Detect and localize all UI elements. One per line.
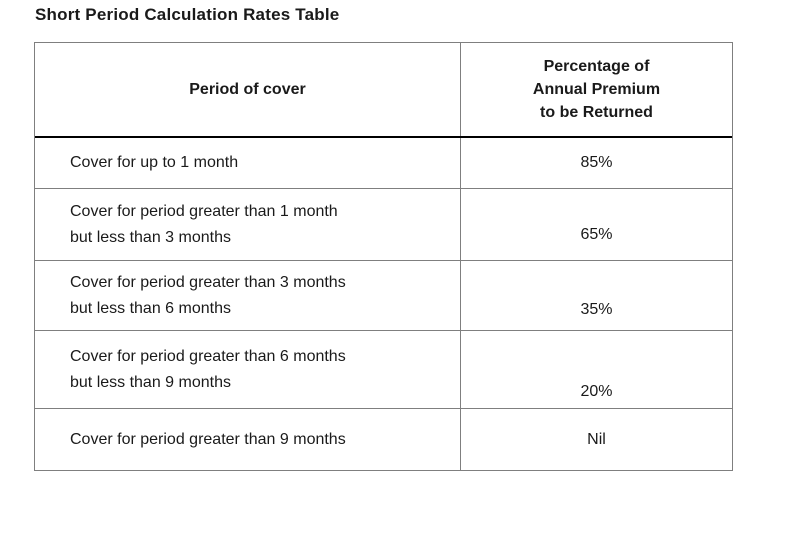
period-of-cover-cell: Cover for period greater than 6 months b…: [35, 331, 461, 408]
percentage-returned-cell: 65%: [580, 226, 613, 243]
table-header-row: Period of cover Percentage of Annual Pre…: [35, 43, 732, 138]
period-of-cover-cell: Cover for up to 1 month: [35, 138, 461, 188]
table-row: Cover for period greater than 3 months b…: [35, 261, 732, 331]
percentage-returned-cell: 20%: [580, 383, 613, 400]
period-of-cover-cell: Cover for period greater than 3 months b…: [35, 261, 461, 330]
table-row: Cover for period greater than 9 months N…: [35, 409, 732, 470]
percentage-returned-cell: Nil: [587, 430, 606, 448]
column-header-period-of-cover: Period of cover: [35, 43, 461, 136]
period-of-cover-cell: Cover for period greater than 1 month bu…: [35, 189, 461, 260]
page-title: Short Period Calculation Rates Table: [35, 5, 340, 24]
column-header-percentage-returned: Percentage of Annual Premium to be Retur…: [532, 58, 661, 121]
table-row: Cover for period greater than 6 months b…: [35, 331, 732, 409]
percentage-returned-cell: 35%: [580, 301, 613, 318]
table-row: Cover for period greater than 1 month bu…: [35, 189, 732, 261]
table-row: Cover for up to 1 month 85%: [35, 138, 732, 189]
rates-table: Period of cover Percentage of Annual Pre…: [34, 42, 733, 471]
period-of-cover-cell: Cover for period greater than 9 months: [35, 409, 461, 470]
percentage-returned-cell: 85%: [580, 154, 613, 171]
